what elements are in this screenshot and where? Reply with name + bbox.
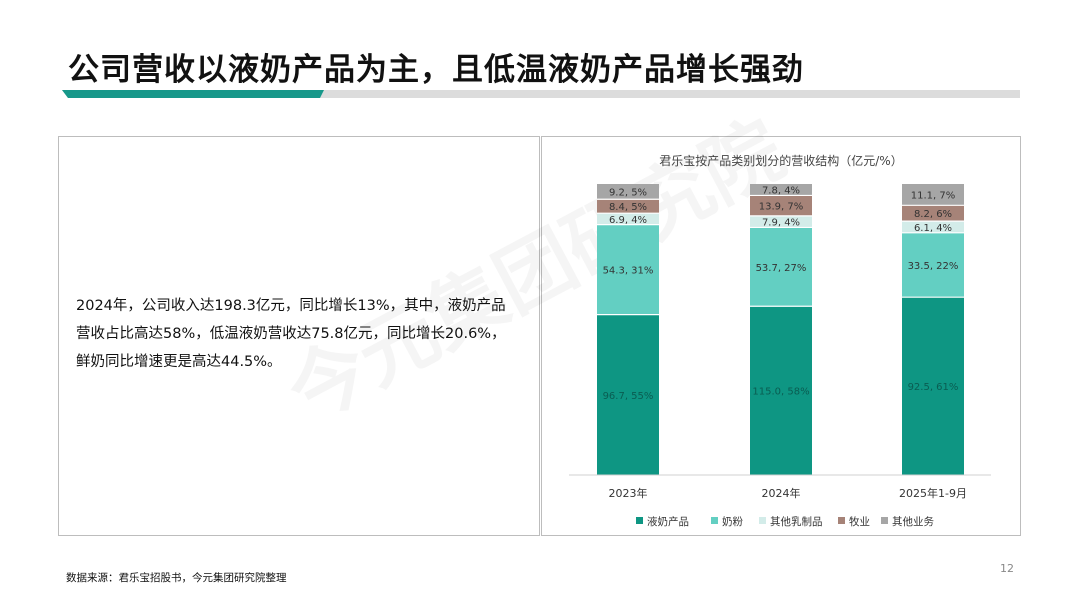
data-label: 53.7, 27% xyxy=(756,263,807,274)
bar-layer: 96.7, 55% 54.3, 31% 6.9, 4% 8.4, 5% 9.2, 5% 1… xyxy=(597,184,964,475)
data-label: 8.2, 6% xyxy=(914,209,952,220)
bar-segment xyxy=(597,314,659,475)
bar-segment xyxy=(902,297,964,475)
legend-label: 其他乳制品 xyxy=(770,515,823,528)
legend-label: 奶粉 xyxy=(722,515,743,528)
data-label: 33.5, 22% xyxy=(908,261,959,272)
legend-swatch xyxy=(711,517,718,524)
legend: 液奶产品 奶粉 其他乳制品 牧业 其他业务 xyxy=(636,515,934,528)
legend-swatch xyxy=(636,517,643,524)
data-label: 8.4, 5% xyxy=(609,202,647,213)
data-label: 6.1, 4% xyxy=(914,223,952,234)
data-label: 115.0, 58% xyxy=(752,387,809,398)
bar-segment xyxy=(597,224,659,315)
title-underline xyxy=(62,90,1020,98)
legend-swatch xyxy=(838,517,845,524)
legend-label: 牧业 xyxy=(849,515,870,528)
x-tick-labels: 2023年 2024年 2025年1-9月 xyxy=(609,486,967,500)
bar-segment xyxy=(750,306,812,475)
bar-segment xyxy=(902,184,964,206)
page-title: 公司营收以液奶产品为主，且低温液奶产品增长强劲 xyxy=(68,52,804,88)
summary-line: 鲜奶同比增速更是高达44.5%。 xyxy=(76,354,282,370)
legend-swatch xyxy=(759,517,766,524)
bar-segment xyxy=(902,221,964,233)
legend-swatch xyxy=(881,517,888,524)
chart-title: 君乐宝按产品类别划分的营收结构（亿元/%） xyxy=(659,153,902,168)
data-label: 96.7, 55% xyxy=(603,391,654,402)
x-tick-label: 2025年1-9月 xyxy=(899,486,967,500)
bar-segment xyxy=(750,184,812,196)
bar-segment xyxy=(902,232,964,298)
data-label: 6.9, 4% xyxy=(609,215,647,226)
bar-segment xyxy=(597,184,659,200)
chart-panel xyxy=(541,136,1021,536)
summary-line: 2024年，公司收入达198.3亿元，同比增长13%，其中，液奶产品 xyxy=(76,298,506,314)
summary-line: 营收占比高达58%，低温液奶营收达75.8亿元，同比增长20.6%， xyxy=(76,326,506,342)
revenue-structure-chart: 君乐宝按产品类别划分的营收结构（亿元/%） 96.7, 55% 54.3, 31%… xyxy=(569,153,991,528)
data-label: 7.8, 4% xyxy=(762,186,800,197)
data-label: 54.3, 31% xyxy=(603,266,654,277)
source-note: 数据来源：君乐宝招股书，今元集团研究院整理 xyxy=(66,572,287,584)
summary-text: 2024年，公司收入达198.3亿元，同比增长13%，其中，液奶产品 营收占比高… xyxy=(76,292,536,376)
page-number: 12 xyxy=(1000,562,1014,575)
data-label: 13.9, 7% xyxy=(759,202,804,213)
legend-label: 其他业务 xyxy=(892,515,934,528)
x-tick-label: 2024年 xyxy=(762,486,801,500)
bar-segment xyxy=(597,213,659,225)
bar-segment xyxy=(750,195,812,216)
legend-label: 液奶产品 xyxy=(647,515,689,528)
data-label: 7.9, 4% xyxy=(762,218,800,229)
bar-segment xyxy=(597,199,659,214)
bar-segment xyxy=(902,205,964,222)
data-label: 9.2, 5% xyxy=(609,188,647,199)
data-label: 11.1, 7% xyxy=(911,191,956,202)
bar-segment xyxy=(750,215,812,228)
data-label: 92.5, 61% xyxy=(908,382,959,393)
text-panel xyxy=(58,136,540,536)
bar-segment xyxy=(750,227,812,307)
x-tick-label: 2023年 xyxy=(609,486,648,500)
